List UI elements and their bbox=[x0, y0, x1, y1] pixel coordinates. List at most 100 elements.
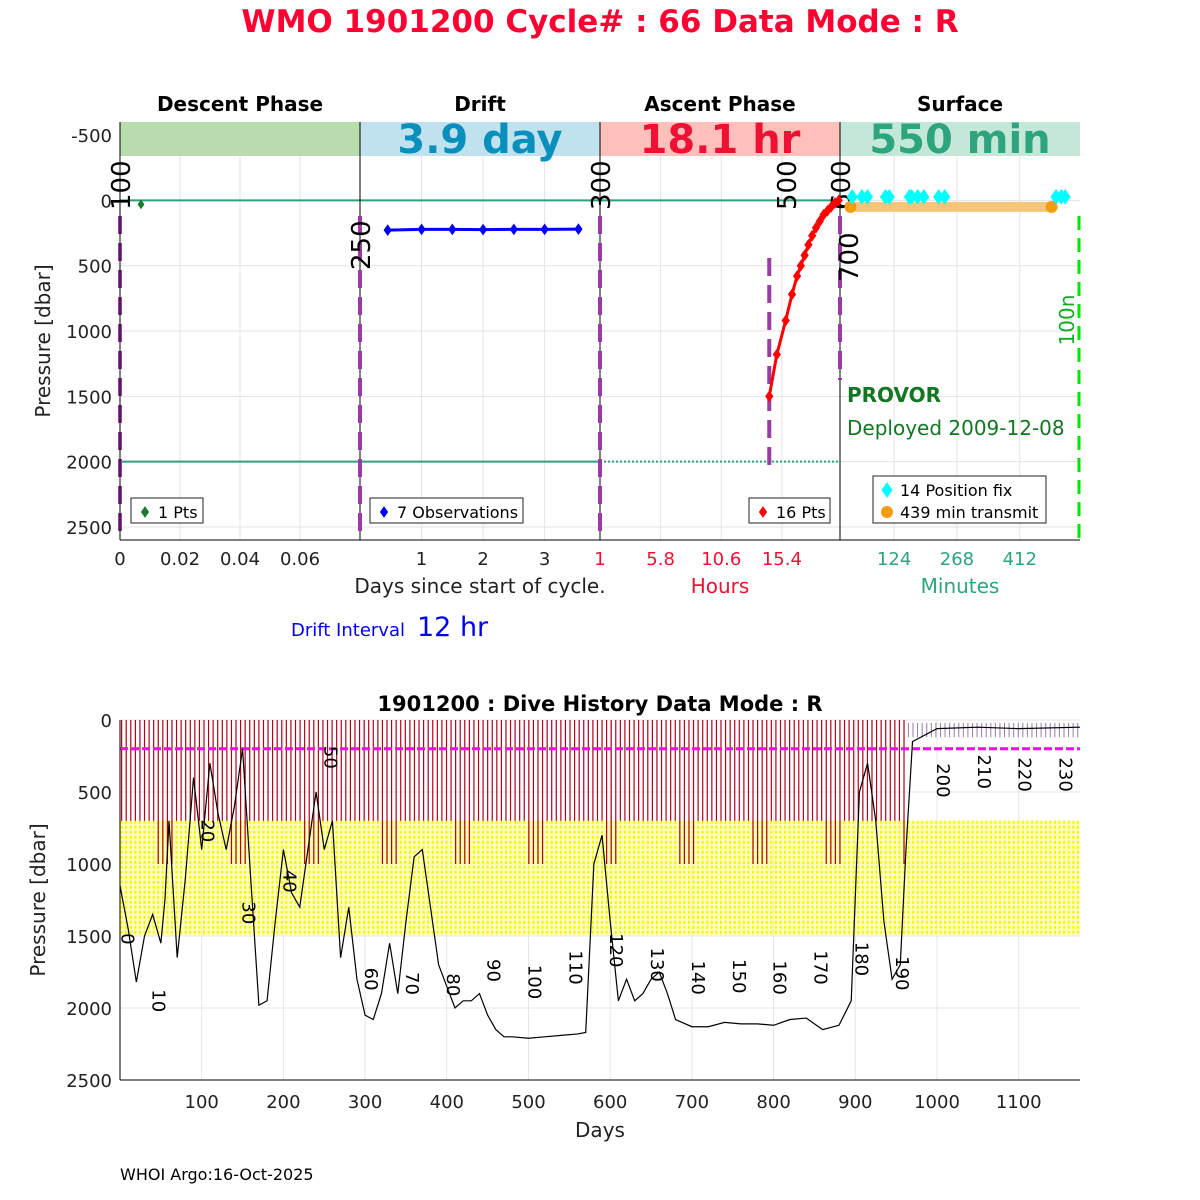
drift-point bbox=[383, 224, 392, 237]
position-fix-point bbox=[1059, 188, 1071, 205]
cycle-x-tick-label: 0.04 bbox=[220, 549, 260, 570]
phase-title-descent: Descent Phase bbox=[157, 92, 323, 116]
history-x-tick-label: 700 bbox=[675, 1092, 709, 1113]
cycle-x-tick-label: 268 bbox=[940, 549, 974, 570]
phase-duration-drift: 3.9 day bbox=[397, 117, 562, 163]
cycle-y-tick-label: 500 bbox=[78, 257, 112, 278]
cycle-number-label: 140 bbox=[687, 960, 708, 994]
cycle-y-label: Pressure [dbar] bbox=[31, 264, 55, 417]
cycle-number-label: 120 bbox=[605, 933, 626, 967]
cycle-x-tick-label: 412 bbox=[1003, 549, 1037, 570]
cycle-number-label: 20 bbox=[197, 819, 218, 842]
cycle-y-tick-label: 0 bbox=[101, 191, 112, 212]
cycle-x-tick-label: 1 bbox=[416, 549, 427, 570]
ascent-point bbox=[808, 229, 817, 242]
cycle-number-label: 60 bbox=[360, 968, 381, 991]
ascent-legend: 16 Pts bbox=[748, 497, 831, 524]
drift-interval-label: Drift Interval bbox=[291, 620, 405, 641]
figure-title: WMO 1901200 Cycle# : 66 Data Mode : R bbox=[241, 4, 959, 40]
transmit-point bbox=[844, 200, 857, 213]
cycle-number-label: 40 bbox=[278, 870, 299, 893]
cycle-number-label: 30 bbox=[238, 901, 259, 924]
ascent-point bbox=[781, 314, 790, 327]
cycle-number-label: 230 bbox=[1055, 757, 1076, 791]
history-y-label: Pressure [dbar] bbox=[26, 823, 50, 976]
drift-interval-value: 12 hr bbox=[417, 612, 489, 643]
cycle-x-tick-label: 5.8 bbox=[646, 549, 675, 570]
drift-point bbox=[478, 223, 488, 236]
surface-legend-marker bbox=[881, 482, 893, 498]
cycle-x-tick-label: 2 bbox=[477, 549, 488, 570]
history-x-tick-label: 900 bbox=[838, 1092, 872, 1113]
ascent-point bbox=[815, 215, 824, 228]
ascent-series-line bbox=[767, 199, 840, 397]
cycle-number-label: 110 bbox=[564, 950, 585, 984]
cycle-number-label: 10 bbox=[148, 989, 169, 1012]
drift-point bbox=[574, 223, 583, 235]
descent-legend-marker bbox=[140, 506, 150, 518]
surface-legend-marker bbox=[881, 506, 893, 518]
history-y-tick-label: 0 bbox=[101, 711, 112, 732]
vertical-label-ascent-bottom: 500 bbox=[773, 160, 803, 210]
drift-point bbox=[448, 223, 457, 236]
history-title: 1901200 : Dive History Data Mode : R bbox=[377, 692, 822, 716]
vertical-label-drift-start: 250 bbox=[347, 220, 377, 270]
drift-legend-label: 7 Observations bbox=[397, 503, 518, 522]
days-axis-label: Days since start of cycle. bbox=[354, 574, 605, 598]
surface-legend: 14 Position fix 439 min transmit bbox=[872, 475, 1047, 524]
history-y-tick-label: 2000 bbox=[66, 999, 112, 1020]
history-y-tick-label: 1000 bbox=[66, 855, 112, 876]
surface-legend-label: 14 Position fix bbox=[900, 481, 1012, 500]
ascent-legend-marker bbox=[758, 506, 768, 518]
cycle-x-tick-label: 124 bbox=[877, 549, 911, 570]
history-x-tick-label: 800 bbox=[756, 1092, 790, 1113]
position-fix-point bbox=[846, 188, 858, 205]
cycle-x-tick-label: 0.06 bbox=[280, 549, 320, 570]
drift-point bbox=[417, 223, 426, 236]
cycle-number-label: 200 bbox=[932, 763, 953, 797]
cycle-number-label: 0 bbox=[117, 933, 138, 944]
vertical-label-ascent-start: 300 bbox=[587, 160, 617, 210]
cycle-y-tick-label: 2000 bbox=[66, 453, 112, 474]
cycle-number-label: 220 bbox=[1014, 757, 1035, 791]
history-x-tick-label: 100 bbox=[185, 1092, 219, 1113]
phase-duration-ascent: 18.1 hr bbox=[640, 117, 801, 163]
cycle-number-label: 130 bbox=[646, 948, 667, 982]
history-x-tick-label: 600 bbox=[593, 1092, 627, 1113]
history-x-tick-label: 1000 bbox=[914, 1092, 960, 1113]
cycle-x-tick-label: 0.02 bbox=[160, 549, 200, 570]
position-fix-point bbox=[939, 188, 951, 205]
drift-legend-marker bbox=[379, 506, 389, 518]
history-x-tick-label: 400 bbox=[430, 1092, 464, 1113]
cycle-number-label: 170 bbox=[809, 950, 830, 984]
cycle-number-label: 70 bbox=[401, 972, 422, 995]
ascent-point bbox=[800, 249, 809, 262]
cycle-x-tick-label: 10.6 bbox=[701, 549, 741, 570]
history-y-tick-label: 1500 bbox=[66, 927, 112, 948]
drift-interval: Drift Interval 12 hr bbox=[291, 612, 488, 643]
phase-band-surface bbox=[840, 122, 1080, 156]
drift-legend: 7 Observations bbox=[369, 497, 524, 524]
surface-legend-frame bbox=[872, 475, 1047, 524]
phase-title-drift: Drift bbox=[454, 92, 506, 116]
ascent-point bbox=[772, 348, 781, 361]
position-fix-point bbox=[861, 188, 874, 205]
transmit-point bbox=[1045, 200, 1058, 213]
ascent-point bbox=[792, 270, 802, 283]
cycle-x-tick-label: 0 bbox=[114, 549, 125, 570]
cycle-number-label: 90 bbox=[483, 959, 504, 982]
hours-axis-label: Hours bbox=[691, 574, 750, 598]
cycle-x-tick-label: 1 bbox=[594, 549, 605, 570]
cycle-y-tick-label: -500 bbox=[71, 126, 112, 147]
cycle-number-label: 160 bbox=[769, 960, 790, 994]
cycle-number-label: 50 bbox=[319, 746, 340, 769]
descent-legend: 1 Pts bbox=[130, 497, 204, 524]
history-plot: 0 10 20 30 40 50 60 70 80 90 100 110 120 130 140 150 160… bbox=[26, 692, 1081, 1142]
history-y-tick-label: 500 bbox=[78, 783, 112, 804]
cycle-number-label: 150 bbox=[728, 959, 749, 993]
drift-point bbox=[509, 223, 518, 236]
history-x-label: Days bbox=[575, 1118, 625, 1142]
cycle-number-label: 190 bbox=[891, 956, 912, 990]
ascent-legend-label: 16 Pts bbox=[776, 503, 826, 522]
